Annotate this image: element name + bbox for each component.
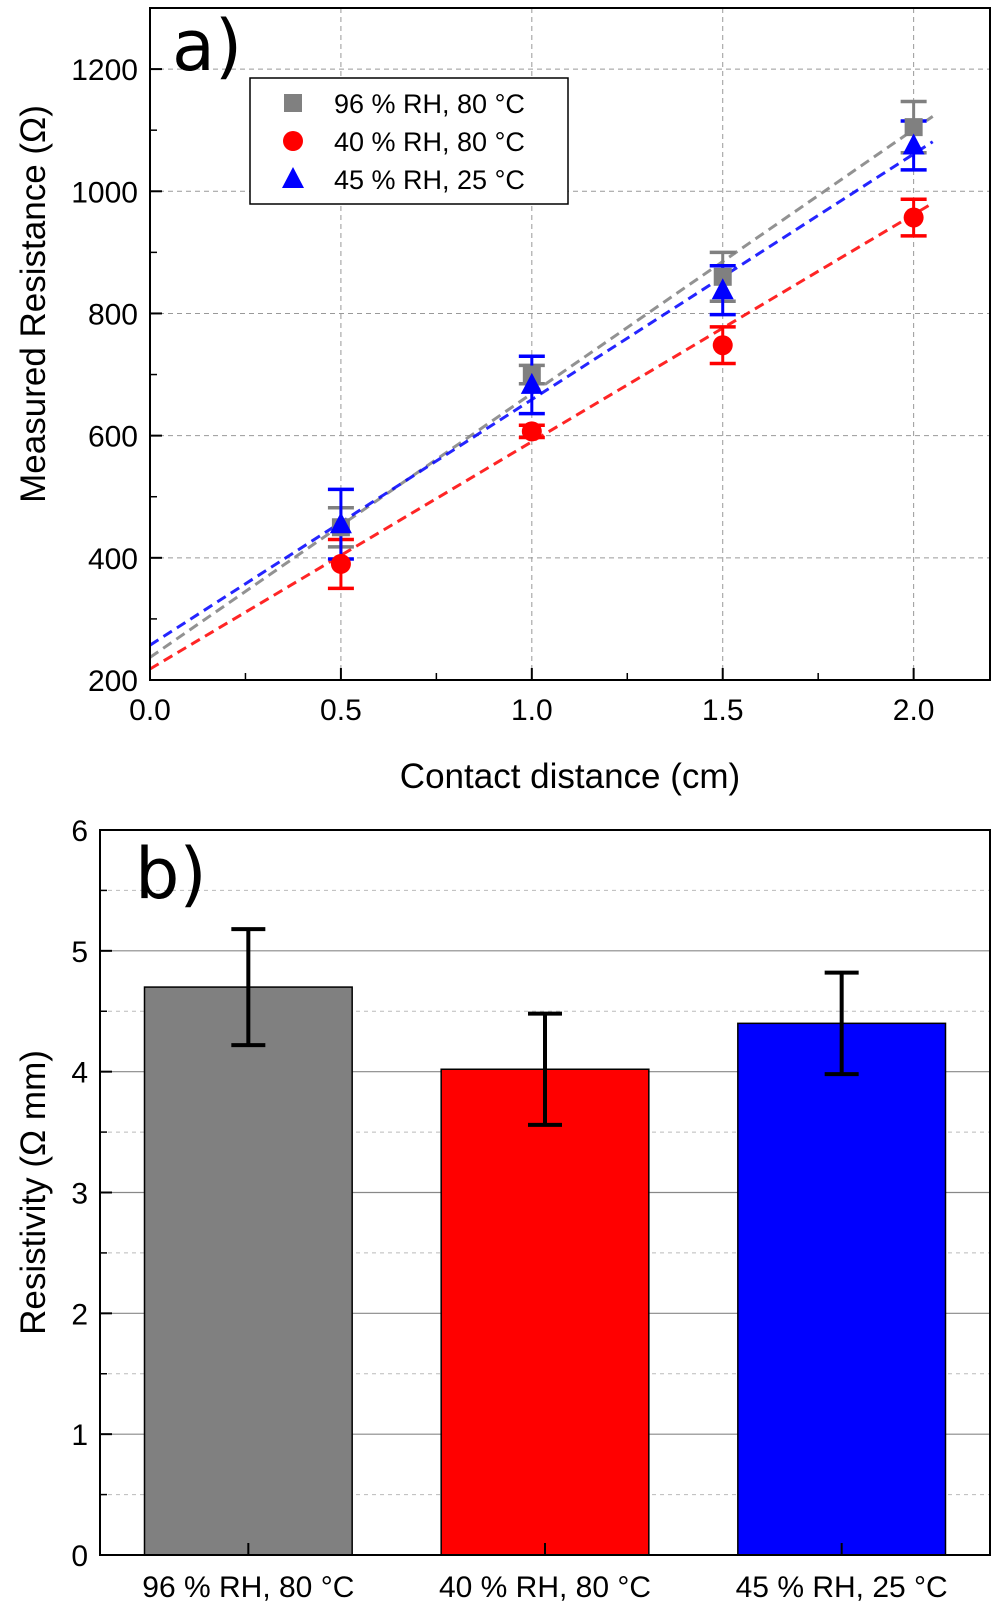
chart-a-line-scatter: 0.0 0.5 1.0 1.5 2.0 200 400 600 800 1000 1200 Con… xyxy=(14,5,991,796)
chart-b-error-bars xyxy=(231,927,859,1127)
chart-a-point xyxy=(520,372,543,394)
chart-a-legend: 96 % RH, 80 °C 40 % RH, 80 °C 45 % RH, 25 … xyxy=(249,77,569,205)
chart-b-y-tick-label: 3 xyxy=(71,1178,88,1211)
chart-a-point xyxy=(711,278,734,300)
chart-a-y-tick-labels: 200 400 600 800 1000 1200 xyxy=(71,54,138,698)
chart-a-point xyxy=(903,207,924,228)
chart-b-frame xyxy=(99,829,991,1556)
chart-a-legend-marker xyxy=(282,167,304,188)
chart-a-x-tick-label: 1.0 xyxy=(511,694,553,727)
chart-b-y-tick-label: 0 xyxy=(71,1540,88,1573)
chart-a-points xyxy=(329,118,925,574)
chart-a-y-tick-label: 600 xyxy=(88,421,138,454)
chart-a-x-axis-title: Contact distance (cm) xyxy=(400,757,740,796)
chart-a-x-tick-label: 1.5 xyxy=(702,694,744,727)
chart-a-legend-label: 96 % RH, 80 °C xyxy=(334,89,525,119)
chart-a-point xyxy=(902,133,925,155)
chart-b-x-tick-label: 40 % RH, 80 °C xyxy=(439,1571,651,1604)
chart-a-y-axis-title: Measured Resistance (Ω) xyxy=(14,105,53,503)
chart-a-fit-line xyxy=(149,115,934,659)
chart-a-point xyxy=(713,267,732,286)
chart-a-x-tick-label: 0.0 xyxy=(129,694,171,727)
chart-b-x-tick-labels: 96 % RH, 80 °C 40 % RH, 80 °C 45 % RH, 25 … xyxy=(142,1571,947,1604)
chart-a-point xyxy=(521,421,542,442)
chart-a-point xyxy=(330,553,351,574)
chart-a-y-tick-label: 800 xyxy=(88,298,138,331)
chart-a-y-tick-label: 1200 xyxy=(71,54,138,87)
chart-a-x-tick-labels: 0.0 0.5 1.0 1.5 2.0 xyxy=(129,694,934,727)
chart-a-point xyxy=(904,118,923,137)
chart-a-x-tick-label: 0.5 xyxy=(320,694,362,727)
chart-b-y-tick-labels: 0 1 2 3 4 5 6 xyxy=(71,815,88,1573)
chart-b-bar xyxy=(737,1022,947,1556)
chart-b-y-tick-label: 5 xyxy=(71,936,88,969)
chart-b-bars xyxy=(143,986,947,1556)
chart-b-ticks xyxy=(100,889,843,1555)
chart-a-legend-label: 45 % RH, 25 °C xyxy=(334,165,525,195)
chart-a-point xyxy=(329,512,352,534)
chart-a-legend-marker xyxy=(284,94,302,112)
chart-b-y-axis-title: Resistivity (Ω mm) xyxy=(14,1050,53,1335)
chart-a-legend-marker xyxy=(283,131,303,151)
chart-a-x-tick-label: 2.0 xyxy=(893,694,935,727)
chart-a-panel-label: a) xyxy=(172,5,242,87)
chart-a-y-tick-label: 1000 xyxy=(71,176,138,209)
chart-a-legend-label: 40 % RH, 80 °C xyxy=(334,127,525,157)
chart-b-y-tick-label: 4 xyxy=(71,1057,88,1090)
chart-b-bar: 96 % RH, 80 °C 40 % RH, 80 °C 45 % RH, 25 … xyxy=(14,815,991,1604)
chart-b-y-tick-label: 6 xyxy=(71,815,88,848)
chart-b-panel-label: b) xyxy=(135,833,207,915)
chart-a-y-tick-label: 400 xyxy=(88,543,138,576)
chart-a-y-tick-label: 200 xyxy=(88,665,138,698)
chart-b-bar xyxy=(440,1068,650,1556)
chart-a-frame xyxy=(149,7,991,681)
chart-b-bar xyxy=(143,986,353,1556)
chart-b-y-tick-label: 1 xyxy=(71,1419,88,1452)
chart-b-x-tick-label: 96 % RH, 80 °C xyxy=(142,1571,354,1604)
chart-a-point xyxy=(712,335,733,356)
chart-b-x-tick-label: 45 % RH, 25 °C xyxy=(736,1571,948,1604)
chart-b-y-tick-label: 2 xyxy=(71,1298,88,1331)
